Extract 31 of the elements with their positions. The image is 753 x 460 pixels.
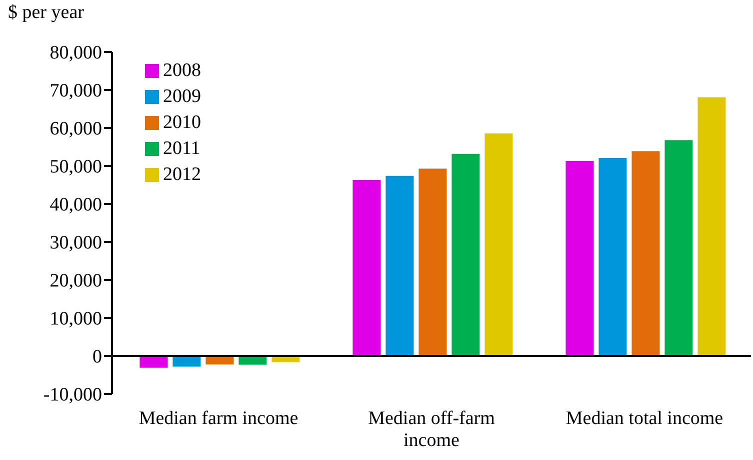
bar xyxy=(598,158,627,356)
bar xyxy=(698,97,726,356)
y-tick-label: -10,000 xyxy=(43,384,102,406)
bar xyxy=(632,151,660,356)
legend-label: 2010 xyxy=(163,111,201,135)
bar xyxy=(352,180,381,356)
legend-label: 2008 xyxy=(163,59,201,83)
x-tick-label: Median off-farm income xyxy=(368,408,496,451)
bar xyxy=(418,168,447,356)
x-tick-label: Median total income xyxy=(566,408,724,429)
y-tick-label: 60,000 xyxy=(50,118,102,140)
y-tick-label: 80,000 xyxy=(50,42,102,64)
legend-label: 2009 xyxy=(163,85,201,109)
bar xyxy=(664,140,693,356)
bar xyxy=(452,154,480,356)
y-tick-label: 50,000 xyxy=(50,156,102,178)
bar xyxy=(566,161,594,356)
y-tick-label: 30,000 xyxy=(50,232,102,254)
y-tick-label: 10,000 xyxy=(50,308,102,330)
bar xyxy=(206,356,234,364)
y-tick-label: 70,000 xyxy=(50,80,102,102)
y-tick-label: 0 xyxy=(92,346,102,368)
bar xyxy=(140,356,168,368)
bar xyxy=(484,133,513,356)
y-tick-label: 40,000 xyxy=(50,194,102,216)
y-tick-label: 20,000 xyxy=(50,270,102,292)
y-axis-title: $ per year xyxy=(8,2,84,24)
x-tick-label: Median farm income xyxy=(138,408,298,429)
bar xyxy=(386,176,414,356)
legend-label: 2012 xyxy=(163,163,201,187)
legend-label: 2011 xyxy=(163,137,200,161)
